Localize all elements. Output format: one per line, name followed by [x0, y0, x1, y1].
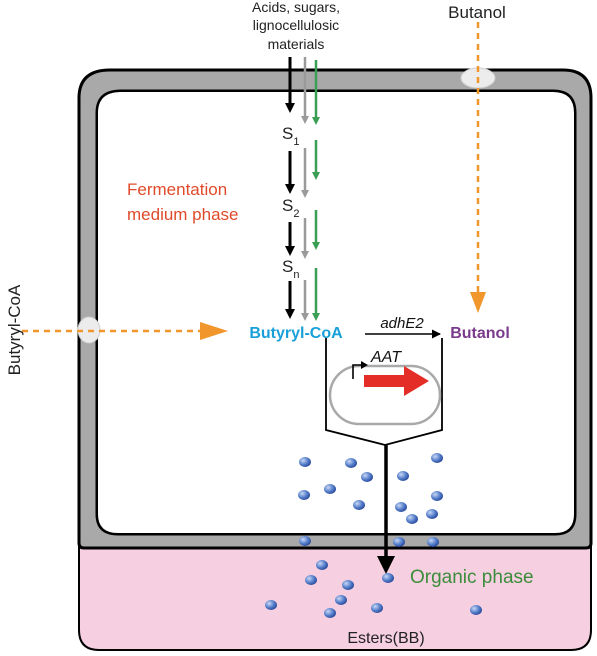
ester-droplet: [324, 484, 336, 494]
inputs-label-line2: lignocellulosic: [253, 17, 339, 33]
ester-droplet: [395, 502, 407, 512]
butyryl-coa-left-label: Butyryl-CoA: [5, 284, 24, 375]
ester-droplet: [431, 453, 443, 463]
ester-droplet: [265, 600, 277, 610]
inputs-label-line3: materials: [268, 36, 325, 52]
ester-droplet: [371, 603, 383, 613]
ester-droplet: [353, 500, 365, 510]
ester-droplet: [382, 573, 394, 583]
ester-droplet: [305, 575, 317, 585]
fermentation-label-line1: Fermentation: [127, 180, 227, 199]
ester-droplet: [316, 560, 328, 570]
cell-inner-membrane: [96, 90, 576, 535]
butanol-center-label: Butanol: [450, 325, 510, 342]
ester-droplet: [397, 471, 409, 481]
butanol-import-arrowhead: [470, 292, 486, 313]
ester-droplet: [298, 490, 310, 500]
ester-droplet: [406, 514, 418, 524]
ester-droplet: [299, 457, 311, 467]
ester-droplet: [427, 537, 439, 547]
butyryl-import-arrowhead: [200, 322, 228, 340]
sn-label: Sn: [282, 257, 299, 281]
ester-droplet: [345, 458, 357, 468]
ester-droplets: [265, 453, 482, 618]
esters-label: Esters(BB): [347, 630, 424, 647]
ester-droplet: [431, 491, 443, 501]
inputs-label-line1: Acids, sugars,: [252, 0, 340, 15]
fermentation-label-line2: medium phase: [127, 205, 239, 224]
ester-droplet: [361, 472, 373, 482]
ester-droplet: [393, 537, 405, 547]
plasmid: [328, 364, 442, 426]
organic-phase-region: [78, 527, 592, 651]
promoter-arrowhead: [361, 361, 368, 369]
aat-gene-label: AAT: [370, 349, 402, 366]
promoter-icon: [352, 364, 362, 379]
aat-gene-arrow: [364, 366, 429, 396]
s2-label: S2: [282, 196, 299, 220]
ester-droplet: [470, 605, 482, 615]
ester-droplet: [342, 580, 354, 590]
butyryl-coa-center-label: Butyryl-CoA: [249, 325, 343, 342]
organic-phase-label: Organic phase: [410, 567, 534, 588]
ester-droplet: [426, 509, 438, 519]
ester-droplet: [299, 536, 311, 546]
ester-droplet: [335, 595, 347, 605]
ester-droplet: [324, 608, 336, 618]
ester-export-arrowhead: [377, 556, 395, 574]
butanol-top-label: Butanol: [448, 3, 506, 22]
adhe2-gene-label: adhE2: [380, 315, 424, 332]
s1-label: S1: [282, 124, 299, 148]
